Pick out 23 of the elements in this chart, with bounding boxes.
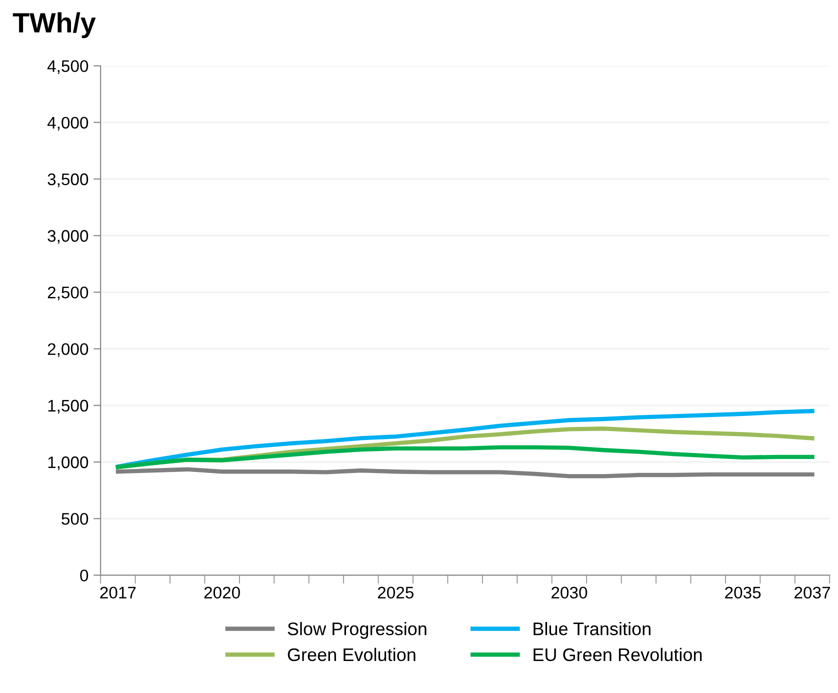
legend-label: Blue Transition <box>534 622 650 636</box>
y-tick-label: 500 <box>62 512 88 525</box>
x-tick-label: 2020 <box>204 586 240 599</box>
y-tick-label: 2,500 <box>48 286 88 300</box>
x-tick-label: 2030 <box>552 586 588 599</box>
y-tick-label: 0 <box>80 570 88 582</box>
y-tick-label: 3,000 <box>48 230 88 244</box>
y-tick-label: 1,000 <box>48 456 88 470</box>
y-tick-label: 4,000 <box>47 116 88 131</box>
legend-label: Green Evolution <box>288 648 416 662</box>
legend-label: EU Green Revolution <box>534 648 702 662</box>
y-axis-title: TWh/y <box>12 12 96 38</box>
x-tick-label: 2037 <box>794 586 830 599</box>
line-series <box>116 445 814 470</box>
y-tick-label: 4,500 <box>47 60 88 74</box>
line-series <box>116 467 814 478</box>
y-tick-label: 1,500 <box>48 400 88 414</box>
x-tick-label: 2017 <box>100 586 136 599</box>
y-tick-label: 3,500 <box>48 173 88 188</box>
y-tick-label: 2,000 <box>48 343 88 357</box>
legend-label: Slow Progression <box>288 622 426 639</box>
x-tick-label: 2035 <box>725 586 761 599</box>
x-tick-label: 2025 <box>378 586 414 599</box>
